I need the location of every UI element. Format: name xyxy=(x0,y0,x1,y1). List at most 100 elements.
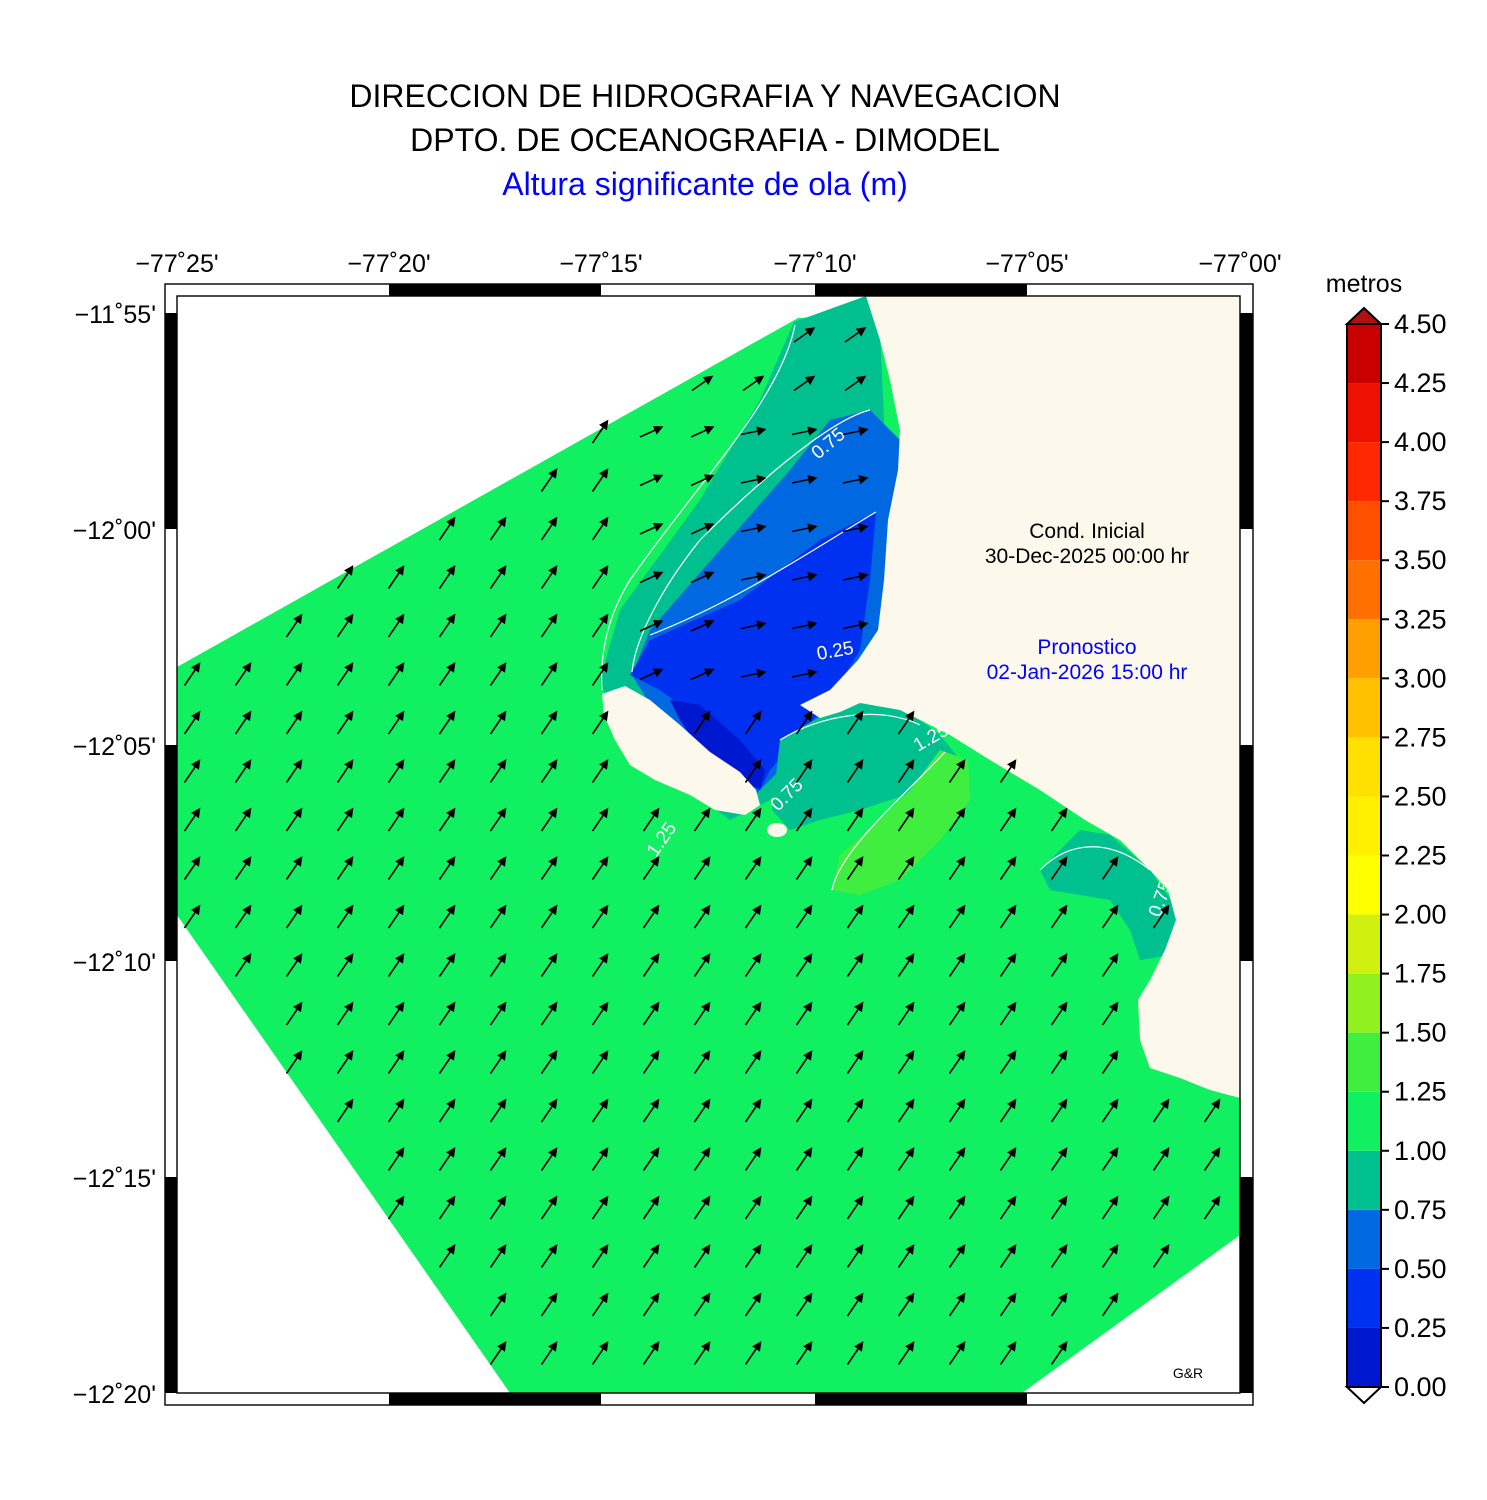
wave-direction-arrow xyxy=(489,1195,507,1220)
wave-direction-arrow xyxy=(948,1050,966,1074)
wave-direction-arrow xyxy=(791,523,818,533)
wave-direction-arrow xyxy=(999,1050,1017,1074)
wave-direction-arrow xyxy=(540,1098,558,1123)
wave-direction-arrow xyxy=(948,953,966,977)
wave-direction-arrow xyxy=(591,953,609,977)
wave-direction-arrow xyxy=(693,856,711,880)
wave-direction-arrow xyxy=(795,953,813,977)
wave-direction-arrow xyxy=(387,565,405,589)
wave-direction-arrow xyxy=(540,759,558,783)
wave-direction-arrow xyxy=(285,856,303,880)
wave-direction-arrow xyxy=(1203,1147,1221,1171)
colorbar-segment xyxy=(1347,442,1381,502)
colorbar-segment xyxy=(1347,383,1381,443)
wave-direction-arrow xyxy=(591,613,609,638)
wave-direction-arrow xyxy=(591,1341,609,1365)
wave-direction-arrow xyxy=(336,953,354,977)
wave-direction-arrow xyxy=(336,856,354,880)
wave-direction-arrow xyxy=(842,474,869,485)
map-frame xyxy=(164,283,1254,1406)
colorbar-segment xyxy=(1347,324,1381,384)
land-mass xyxy=(800,296,1240,1098)
wave-direction-arrow xyxy=(1152,1098,1170,1123)
wave-direction-arrow xyxy=(591,662,609,686)
wave-direction-arrow xyxy=(438,516,456,541)
wave-direction-arrow xyxy=(591,565,609,589)
wave-direction-arrow xyxy=(234,807,252,832)
wave-direction-arrow xyxy=(591,856,609,880)
wave-direction-arrow xyxy=(846,1050,864,1074)
wave-direction-arrow xyxy=(489,1244,507,1268)
wave-direction-arrow xyxy=(336,565,354,589)
wave-direction-arrow xyxy=(438,953,456,977)
wave-direction-arrow xyxy=(948,1147,966,1171)
colorbar-segment xyxy=(1347,1032,1381,1092)
colorbar-tick-label: 1.75 xyxy=(1394,959,1447,989)
lon-tick-label: −77˚20' xyxy=(347,250,430,278)
wave-direction-arrow xyxy=(693,1341,711,1365)
wave-direction-arrow xyxy=(740,474,767,485)
colorbar-tick-label: 4.00 xyxy=(1394,427,1447,457)
lat-tick-label: −11˚55' xyxy=(75,301,156,329)
time-annotations: Cond. Inicial 30-Dec-2025 00:00 hr Prono… xyxy=(985,520,1189,684)
wave-direction-arrow xyxy=(691,375,714,392)
wave-direction-arrow xyxy=(690,474,715,487)
wave-direction-arrow xyxy=(642,1147,660,1171)
wave-direction-arrow xyxy=(642,1001,660,1026)
wave-direction-arrow xyxy=(744,710,762,735)
wave-direction-arrow xyxy=(842,620,869,630)
lon-tick-label: −77˚00' xyxy=(1198,250,1281,278)
wave-direction-arrow xyxy=(999,856,1017,880)
wave-direction-arrow xyxy=(591,1001,609,1026)
wave-direction-arrow xyxy=(693,1001,711,1026)
lon-tick-label: −77˚15' xyxy=(559,250,642,278)
wave-direction-arrow xyxy=(540,468,558,492)
credit-label: G&R xyxy=(1173,1365,1203,1381)
wave-direction-arrow xyxy=(336,759,354,783)
wave-direction-arrow xyxy=(540,1195,558,1220)
wave-direction-arrow xyxy=(540,710,558,735)
wave-direction-arrow xyxy=(999,1195,1017,1220)
wave-direction-arrow xyxy=(1101,1244,1119,1268)
wave-direction-arrow xyxy=(795,1244,813,1268)
wave-direction-arrow xyxy=(1101,1195,1119,1220)
wave-direction-arrow xyxy=(948,1341,966,1365)
wave-direction-arrow xyxy=(438,856,456,880)
wave-direction-arrow xyxy=(234,953,252,977)
wave-direction-arrow xyxy=(842,523,869,533)
wave-direction-arrow xyxy=(438,759,456,783)
wave-direction-arrow xyxy=(336,613,354,638)
wave-direction-arrow xyxy=(387,953,405,977)
wave-direction-arrow xyxy=(740,571,767,582)
wave-direction-arrow xyxy=(336,662,354,686)
wave-direction-arrow xyxy=(540,662,558,686)
wave-direction-arrow xyxy=(438,565,456,589)
wave-zone-high xyxy=(832,750,970,895)
wave-direction-arrow xyxy=(791,474,818,485)
wave-direction-arrow xyxy=(693,1098,711,1123)
wave-direction-arrow xyxy=(639,425,664,438)
wave-direction-arrow xyxy=(948,1195,966,1220)
wave-direction-arrow xyxy=(795,759,813,783)
longitude-labels: −77˚25' −77˚20' −77˚15' −77˚10' −77˚05' … xyxy=(135,250,1281,278)
wave-direction-arrow xyxy=(948,904,966,929)
wave-direction-arrow xyxy=(1050,1098,1068,1123)
wave-direction-arrow xyxy=(1152,1147,1170,1171)
wave-direction-arrow xyxy=(591,1195,609,1220)
wave-direction-arrow xyxy=(591,807,609,832)
wave-direction-arrow xyxy=(387,1098,405,1123)
wave-direction-arrow xyxy=(591,1292,609,1317)
wave-direction-arrow xyxy=(387,904,405,929)
wave-direction-arrow xyxy=(540,953,558,977)
wave-direction-arrow xyxy=(999,1001,1017,1026)
wave-direction-arrow xyxy=(642,1341,660,1365)
colorbar-tick-label: 3.75 xyxy=(1394,486,1447,516)
wave-direction-arrow xyxy=(791,571,818,582)
colorbar-tick-label: 3.00 xyxy=(1394,663,1447,693)
wave-direction-arrow xyxy=(744,1341,762,1365)
lon-tick-label: −77˚25' xyxy=(135,250,218,278)
wave-direction-arrow xyxy=(693,1147,711,1171)
wave-direction-arrow xyxy=(183,904,201,929)
colorbar-tick-label: 4.50 xyxy=(1394,309,1447,339)
wave-direction-arrow xyxy=(438,1050,456,1074)
